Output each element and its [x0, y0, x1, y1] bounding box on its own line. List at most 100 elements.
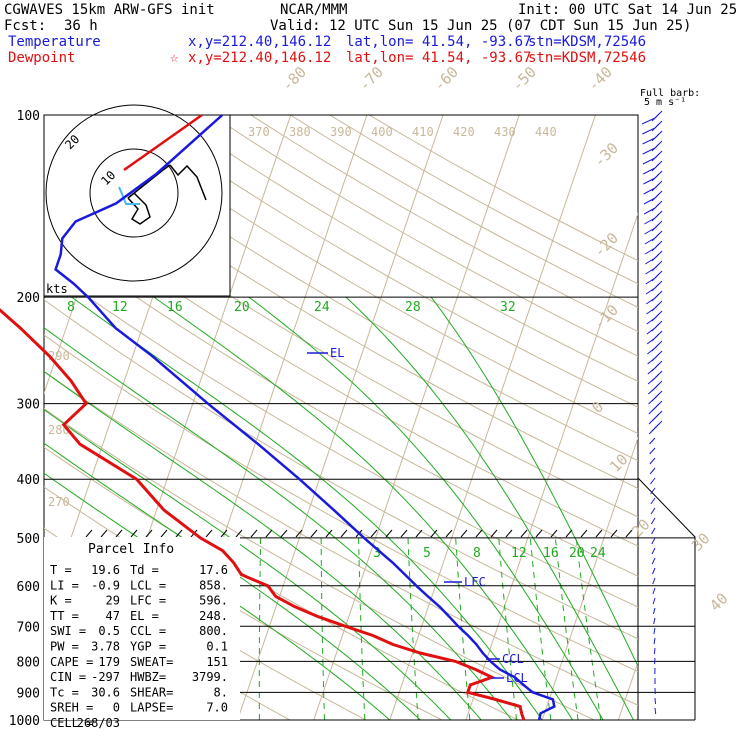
wind-barb-feather: [651, 383, 660, 392]
mixing-ratio-label: 16: [543, 546, 559, 561]
wind-barb: [642, 167, 656, 175]
mixing-ratio-label: 12: [511, 546, 527, 561]
temperature-stn: stn=KDSM,72546: [528, 34, 647, 50]
parcel-key: TT =: [50, 609, 79, 623]
wind-barb: [649, 437, 656, 445]
dry-adiabat: [44, 264, 638, 608]
wind-barb: [652, 607, 656, 615]
isotherm-label: -70: [355, 63, 387, 95]
wind-barb-feather: [651, 273, 660, 282]
pressure-label: 1000: [9, 714, 40, 729]
moist-adiabat: [248, 296, 604, 720]
hatch-mark: [130, 529, 138, 538]
hodograph-trace-mid: [127, 164, 171, 199]
dry-adiabat: [92, 115, 638, 435]
wind-barb-feather: [651, 303, 660, 312]
wind-barb: [649, 447, 656, 455]
dewpoint-upper-segment: [123, 113, 203, 172]
wind-barb-feather: [651, 373, 660, 382]
hatch-mark: [115, 529, 123, 538]
lfc-label: LFC: [464, 575, 486, 589]
parcel-key: T =: [50, 563, 72, 577]
mixing-ratio-line: [498, 537, 518, 720]
temperature-xy: x,y=212.40,146.12: [188, 34, 332, 50]
isotherm-label: -30: [590, 139, 622, 171]
isotherm: [617, 660, 638, 720]
pressure-label: 500: [17, 532, 40, 547]
wind-barb-feather: [651, 283, 660, 292]
pressure-label: 300: [17, 398, 40, 413]
isotherm-label: 10: [606, 450, 632, 476]
dewpoint-profile: [0, 308, 526, 721]
isotherm-label: -10: [590, 301, 622, 333]
parcel-value: 47: [106, 609, 120, 623]
hatch-mark: [175, 529, 183, 538]
dry-adiabat: [44, 167, 638, 518]
isotherm-label: -80: [278, 63, 310, 95]
wind-barb-feather: [651, 233, 660, 242]
parcel-value: 30.6: [91, 685, 120, 699]
parcel-key: HWBZ=: [130, 670, 166, 684]
dry-adiabat: [171, 115, 638, 382]
parcel-value: 858.: [199, 578, 228, 592]
parcel-value: 268/03: [77, 716, 120, 730]
parcel-info-table: T = 19.6 Td = 17.6 LI = -0.9 LCL = 858. K = 29 LFC…: [50, 563, 228, 730]
hatch-mark: [265, 529, 273, 538]
hodograph-box: [43, 114, 231, 297]
dry-adiabat: [211, 115, 638, 357]
wind-barb: [653, 647, 656, 655]
theta-label: 270: [48, 495, 70, 509]
moist-label: 20: [234, 300, 250, 315]
dewpoint-xy: x,y=212.40,146.12: [188, 50, 332, 66]
theta-label: 420: [453, 125, 475, 139]
wind-barb: [651, 557, 656, 565]
parcel-key: LAPSE=: [130, 701, 173, 715]
parcel-key: CELL =: [50, 716, 93, 730]
mixing-ratio-label: 8: [473, 546, 481, 561]
moist-label: 28: [405, 300, 421, 315]
parcel-key: LI =: [50, 578, 79, 592]
parcel-value: 0.5: [98, 624, 120, 638]
parcel-panel-bg: [44, 537, 240, 720]
parcel-value: 179: [98, 655, 120, 669]
parcel-key: K =: [50, 594, 72, 608]
org-label: NCAR/MMM: [280, 2, 348, 18]
parcel-value: -297: [91, 670, 120, 684]
parcel-value: 0: [113, 701, 120, 715]
parcel-value: 29: [106, 594, 120, 608]
wind-barb: [652, 587, 656, 595]
wind-barb: [649, 467, 656, 475]
hatch-mark: [370, 529, 378, 538]
hatch-mark: [235, 529, 243, 538]
parcel-key: YGP =: [130, 640, 166, 654]
theta-label: 370: [248, 125, 270, 139]
parcel-value: 19.6: [91, 563, 120, 577]
wind-barb: [652, 597, 656, 605]
theta-label: 430: [494, 125, 516, 139]
isotherm: [313, 115, 520, 720]
hatch-mark: [595, 529, 603, 538]
isotherm-label: 0: [588, 398, 607, 417]
dry-adiabat: [53, 115, 638, 462]
wind-barb: [653, 617, 656, 625]
hatch-mark: [295, 529, 303, 538]
hatch-mark: [385, 529, 393, 538]
parcel-value: 17.6: [199, 563, 228, 577]
dry-adiabat: [44, 199, 638, 547]
hatch-mark: [160, 529, 168, 538]
wind-barb-feather: [651, 203, 660, 212]
wind-barb: [651, 537, 656, 545]
pressure-label: 200: [17, 291, 40, 306]
wind-barb: [654, 707, 657, 715]
wind-barb-feather: [651, 313, 660, 322]
wind-barb-feather: [651, 143, 660, 152]
frame-extension: [637, 477, 696, 720]
wind-barb-feather: [651, 263, 660, 272]
pressure-label: 800: [17, 655, 40, 670]
wind-barb-feather: [651, 123, 660, 132]
parcel-key: Td =: [130, 563, 159, 577]
hatch-mark: [505, 529, 513, 538]
valid-time: Valid: 12 UTC Sun 15 Jun 25 (07 CDT Sun …: [270, 18, 692, 34]
